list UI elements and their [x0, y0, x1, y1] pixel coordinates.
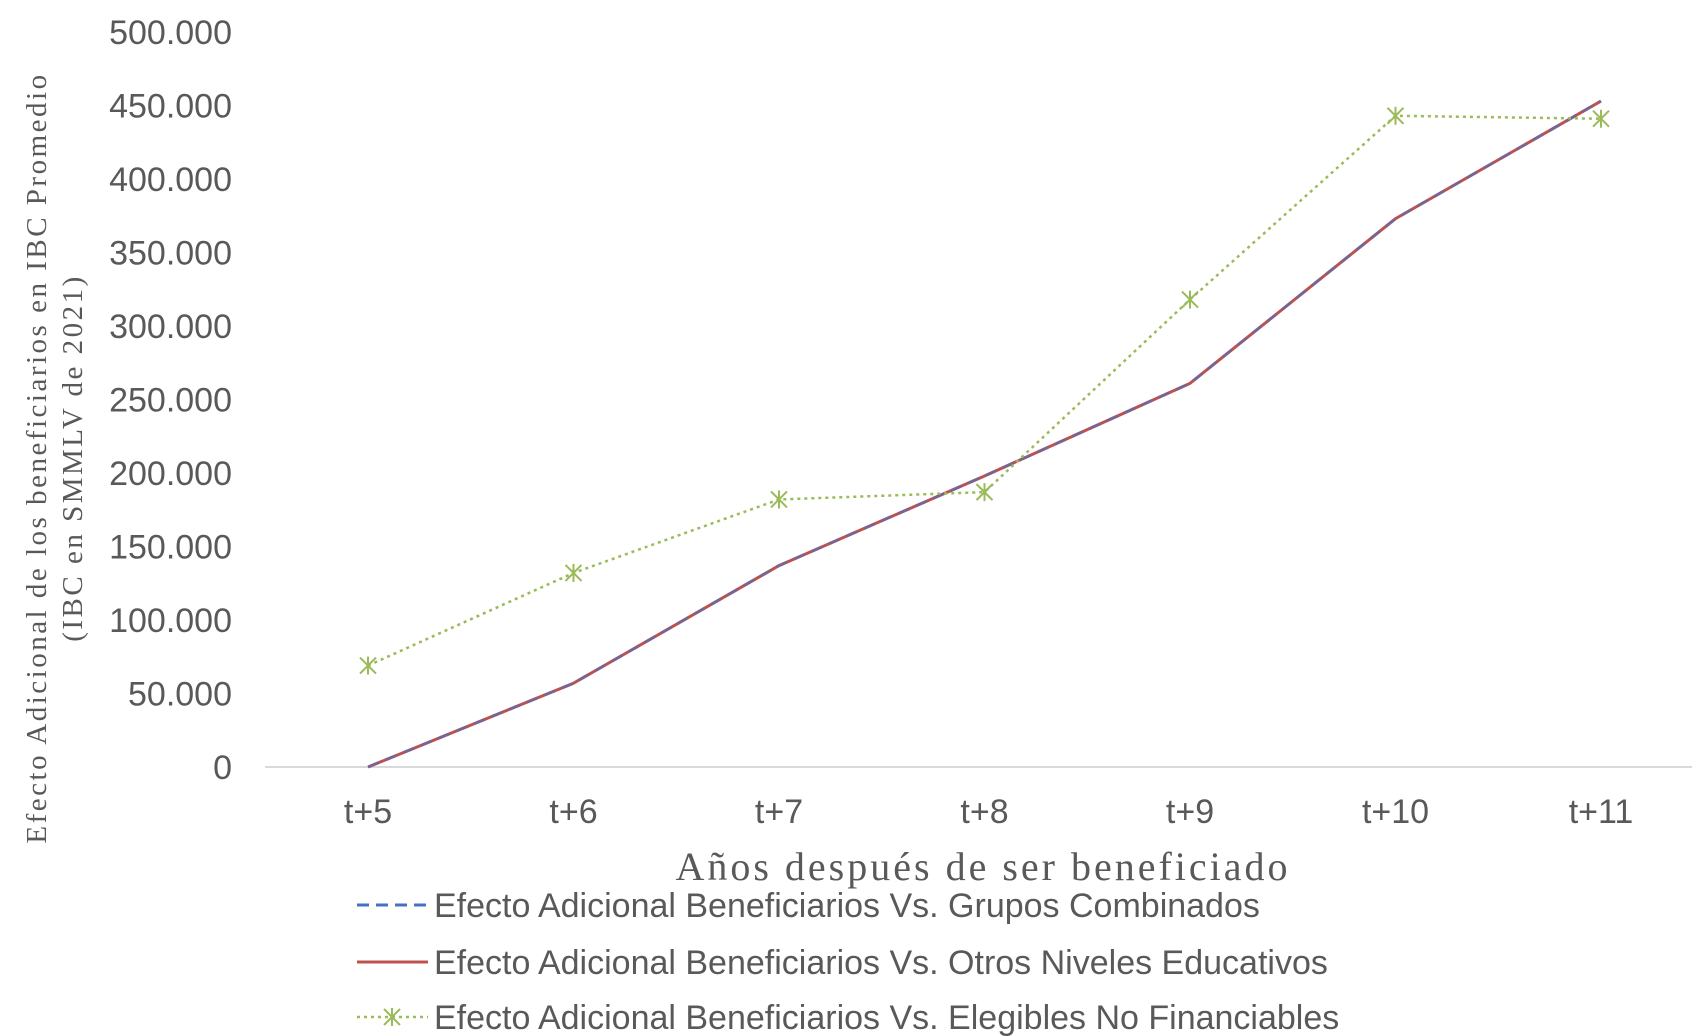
y-tick-label: 100.000 — [109, 602, 232, 640]
legend-item: Efecto Adicional Beneficiarios Vs. Elegi… — [357, 999, 1339, 1036]
data-point-marker — [975, 483, 994, 502]
y-tick-label: 450.000 — [109, 88, 232, 126]
data-point-marker — [1386, 106, 1405, 125]
series-line-3 — [367, 114, 1602, 667]
y-tick-label: 500.000 — [109, 14, 232, 52]
legend: Efecto Adicional Beneficiarios Vs. Grupo… — [357, 887, 1339, 1036]
x-tick-label: t+5 — [344, 793, 392, 831]
x-tick-label: t+11 — [1569, 793, 1634, 831]
y-tick-label: 250.000 — [109, 382, 232, 420]
data-point-marker — [1592, 109, 1610, 128]
data-point-marker — [359, 656, 377, 675]
y-tick-label: 0 — [213, 749, 232, 787]
series-line-2 — [367, 99, 1602, 769]
x-tick-label: t+10 — [1362, 793, 1429, 831]
x-axis-ticks: t+5 t+6 t+7 t+8 t+9 t+10 t+11 — [344, 793, 1633, 831]
y-tick-label: 150.000 — [109, 529, 232, 567]
legend-item: Efecto Adicional Beneficiarios Vs. Grupo… — [357, 887, 1260, 925]
y-tick-label: 200.000 — [109, 455, 232, 493]
y-tick-label: 350.000 — [109, 235, 232, 273]
y-tick-label: 400.000 — [109, 161, 232, 199]
legend-item: Efecto Adicional Beneficiarios Vs. Otros… — [357, 944, 1328, 982]
legend-label: Efecto Adicional Beneficiarios Vs. Elegi… — [434, 999, 1339, 1036]
series-lines — [367, 99, 1602, 769]
y-axis-title: Efecto Adicional de los beneficiarios en… — [21, 72, 53, 843]
x-tick-label: t+6 — [549, 793, 597, 831]
x-tick-label: t+8 — [960, 793, 1008, 831]
data-point-marker — [1181, 290, 1199, 309]
legend-label: Efecto Adicional Beneficiarios Vs. Grupo… — [434, 887, 1260, 925]
series-markers — [359, 106, 1610, 675]
legend-label: Efecto Adicional Beneficiarios Vs. Otros… — [434, 944, 1328, 982]
legend-marker — [383, 1008, 401, 1026]
y-tick-label: 300.000 — [109, 308, 232, 346]
x-tick-label: t+7 — [755, 793, 803, 831]
data-point-marker — [770, 490, 788, 509]
y-tick-label: 50.000 — [128, 676, 232, 714]
data-point-marker — [564, 563, 583, 582]
y-axis-ticks: 0 50.000 100.000 150.000 200.000 250.000 300.0… — [109, 14, 232, 787]
y-axis-subtitle: (IBC en SMMLV de 2021) — [57, 274, 89, 642]
series-line-1 — [367, 99, 1602, 769]
x-axis-title: Años después de ser beneficiado — [675, 844, 1290, 889]
x-tick-label: t+9 — [1166, 793, 1214, 831]
